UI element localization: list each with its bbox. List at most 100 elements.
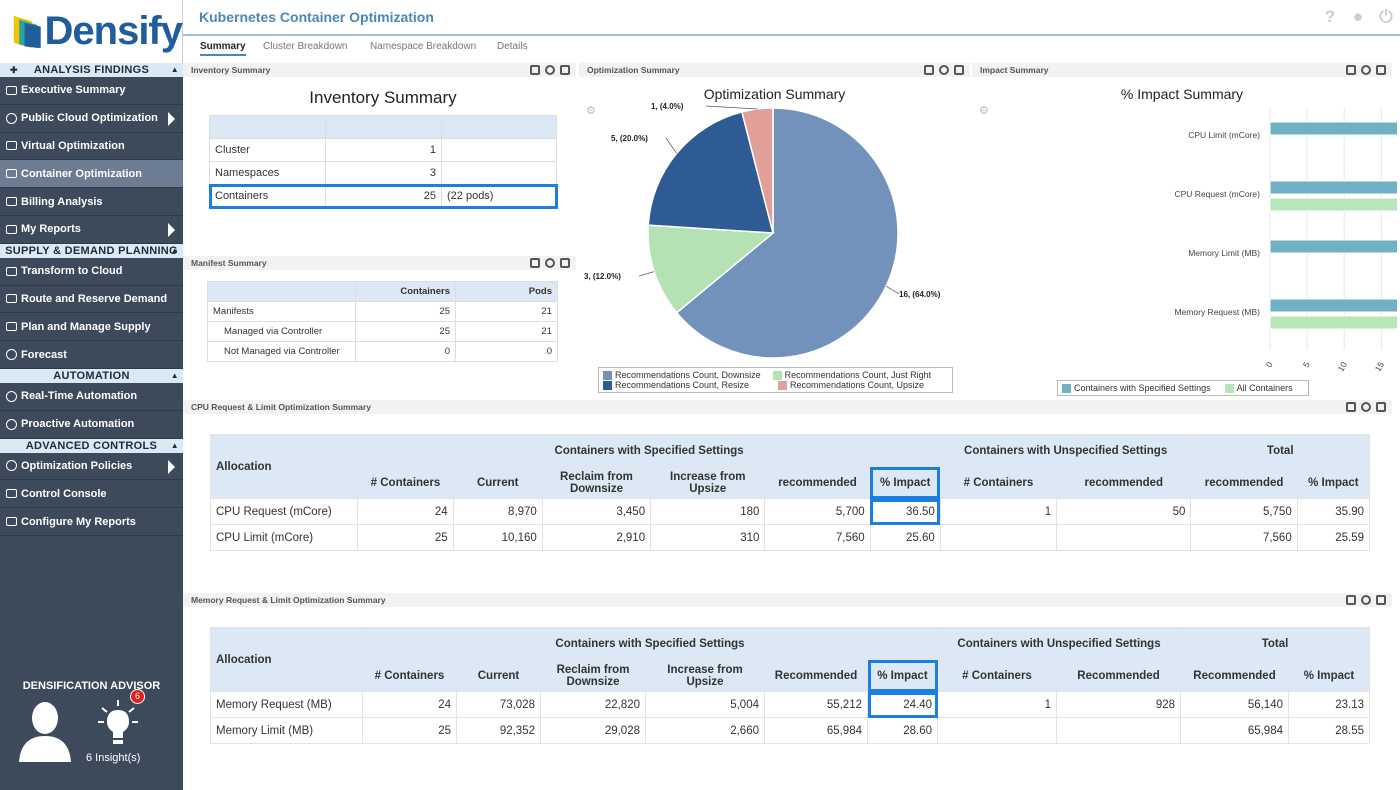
sidebar-item-virtual-optimization[interactable]: Virtual Optimization xyxy=(0,133,183,161)
sidebar-item-public-cloud-optimization[interactable]: Public Cloud Optimization xyxy=(0,105,183,133)
bar[interactable] xyxy=(1269,121,1397,136)
export-icon[interactable] xyxy=(1346,595,1356,605)
bar[interactable] xyxy=(1269,239,1397,254)
sidebar-item-plan-manage-supply[interactable]: Plan and Manage Supply xyxy=(0,313,183,342)
tab-namespace-breakdown[interactable]: Namespace Breakdown xyxy=(370,41,477,52)
search-icon xyxy=(6,349,17,361)
section-analysis-findings[interactable]: ✚ ANALYSIS FINDINGS ▲ xyxy=(0,63,183,77)
pie-slice[interactable] xyxy=(741,107,774,234)
column-header[interactable]: Recommended xyxy=(1180,659,1289,692)
table-cell: 92,352 xyxy=(456,717,541,744)
export-icon[interactable] xyxy=(1346,65,1356,75)
expand-icon[interactable] xyxy=(1376,595,1386,605)
densification-advisor[interactable]: DENSIFICATION ADVISOR 6 6 Insight(s) xyxy=(0,680,183,790)
section-automation[interactable]: AUTOMATION ▲ xyxy=(0,368,183,383)
expand-icon[interactable] xyxy=(560,258,570,268)
column-header[interactable]: Reclaim from Downsize xyxy=(541,466,652,499)
column-header[interactable]: Current xyxy=(452,466,543,499)
tab-cluster-breakdown[interactable]: Cluster Breakdown xyxy=(263,41,348,52)
column-header[interactable]: recommended xyxy=(1190,466,1298,499)
column-header[interactable]: Increase from Upsize xyxy=(650,466,766,499)
tab-details[interactable]: Details xyxy=(497,41,528,52)
export-icon[interactable] xyxy=(1346,402,1356,412)
export-icon[interactable] xyxy=(530,65,540,75)
legend-item[interactable]: Recommendations Count, Just Right xyxy=(772,370,931,380)
column-header[interactable]: recommended xyxy=(1056,466,1192,499)
legend-item[interactable]: All Containers xyxy=(1224,383,1293,393)
bar[interactable] xyxy=(1269,197,1397,212)
sidebar-item-transform-to-cloud[interactable]: Transform to Cloud xyxy=(0,258,183,286)
column-header[interactable]: % Impact xyxy=(1296,466,1371,499)
pin-icon[interactable]: ✚ xyxy=(10,65,18,75)
memory-panel-header: Memory Request & Limit Optimization Summ… xyxy=(183,593,1392,607)
collapse-icon[interactable]: ▲ xyxy=(170,440,179,450)
column-header[interactable]: % Impact xyxy=(1288,659,1370,692)
pie-slice[interactable] xyxy=(647,224,775,314)
sidebar-item-configure-my-reports[interactable]: Configure My Reports xyxy=(0,508,183,536)
table-cell: 310 xyxy=(650,524,766,551)
column-header[interactable]: # Containers xyxy=(939,466,1058,499)
section-supply-demand-planning[interactable]: SUPPLY & DEMAND PLANNING ▲ xyxy=(0,243,183,258)
help-icon[interactable]: ? xyxy=(1324,7,1336,26)
insights-count[interactable]: 6 Insight(s) xyxy=(86,752,141,764)
bar[interactable] xyxy=(1269,315,1397,330)
expand-icon[interactable] xyxy=(1376,65,1386,75)
refresh-icon[interactable] xyxy=(545,65,555,75)
export-icon[interactable] xyxy=(530,258,540,268)
refresh-icon[interactable] xyxy=(1361,595,1371,605)
section-advanced-controls[interactable]: ADVANCED CONTROLS ▲ xyxy=(0,438,183,453)
refresh-icon[interactable] xyxy=(545,258,555,268)
sidebar-item-real-time-automation[interactable]: Real-Time Automation xyxy=(0,383,183,411)
insight-badge[interactable]: 6 xyxy=(130,689,145,704)
export-icon[interactable] xyxy=(924,65,934,75)
expand-arrow-icon[interactable] xyxy=(168,111,175,126)
column-header[interactable]: Recommended xyxy=(764,659,868,692)
table-row: Memory Limit (MB) 25 92,352 29,028 2,660 65,9… xyxy=(210,717,1370,744)
lightbulb-icon[interactable] xyxy=(98,698,138,748)
sidebar-item-forecast[interactable]: Forecast xyxy=(0,341,183,369)
chart-settings-icon[interactable]: ⚙ xyxy=(979,105,989,117)
chart-settings-icon[interactable]: ⚙ xyxy=(586,105,596,117)
collapse-icon[interactable]: ▲ xyxy=(170,65,179,74)
column-header[interactable]: % Impact xyxy=(867,659,938,692)
sidebar-item-executive-summary[interactable]: Executive Summary xyxy=(0,77,183,105)
densify-logo[interactable]: Densify xyxy=(0,0,183,63)
column-header[interactable]: Reclaim from Downsize xyxy=(540,659,646,692)
column-header[interactable]: recommended xyxy=(764,466,871,499)
pie-slice[interactable] xyxy=(675,107,899,359)
expand-icon[interactable] xyxy=(954,65,964,75)
sidebar-item-container-optimization[interactable]: Container Optimization xyxy=(0,160,183,189)
column-header[interactable]: Current xyxy=(456,659,541,692)
sidebar-item-my-reports[interactable]: My Reports xyxy=(0,216,183,244)
collapse-icon[interactable]: ▲ xyxy=(170,370,179,380)
expand-arrow-icon[interactable] xyxy=(168,222,175,237)
sidebar-item-route-reserve-demand[interactable]: Route and Reserve Demand xyxy=(0,286,183,314)
pie-slice[interactable] xyxy=(647,111,774,234)
power-icon[interactable]: ⏻ xyxy=(1379,7,1393,26)
bar[interactable] xyxy=(1269,298,1397,313)
column-header[interactable]: # Containers xyxy=(357,466,454,499)
sidebar-item-optimization-policies[interactable]: Optimization Policies xyxy=(0,453,183,481)
column-header[interactable]: Increase from Upsize xyxy=(645,659,765,692)
bar[interactable] xyxy=(1269,180,1397,195)
expand-arrow-icon[interactable] xyxy=(168,459,175,474)
column-header[interactable]: # Containers xyxy=(937,659,1057,692)
sidebar-item-control-console[interactable]: Control Console xyxy=(0,480,183,509)
user-icon[interactable]: ● xyxy=(1352,7,1364,26)
collapse-icon[interactable]: ▲ xyxy=(170,245,179,255)
sidebar-item-proactive-automation[interactable]: Proactive Automation xyxy=(0,411,183,439)
refresh-icon[interactable] xyxy=(1361,65,1371,75)
legend-item[interactable]: Containers with Specified Settings xyxy=(1062,383,1211,393)
tab-summary[interactable]: Summary xyxy=(200,41,246,56)
refresh-icon[interactable] xyxy=(1361,402,1371,412)
sidebar-item-billing-analysis[interactable]: Billing Analysis xyxy=(0,188,183,216)
column-header[interactable]: Recommended xyxy=(1056,659,1181,692)
legend-item[interactable]: Recommendations Count, Downsize xyxy=(603,370,761,380)
column-header[interactable]: # Containers xyxy=(362,659,457,692)
refresh-icon[interactable] xyxy=(939,65,949,75)
column-header[interactable]: % Impact xyxy=(869,466,941,499)
expand-icon[interactable] xyxy=(1376,402,1386,412)
legend-item[interactable]: Recommendations Count, Resize xyxy=(603,380,766,390)
expand-icon[interactable] xyxy=(560,65,570,75)
legend-item[interactable]: Recommendations Count, Upsize xyxy=(778,380,924,390)
